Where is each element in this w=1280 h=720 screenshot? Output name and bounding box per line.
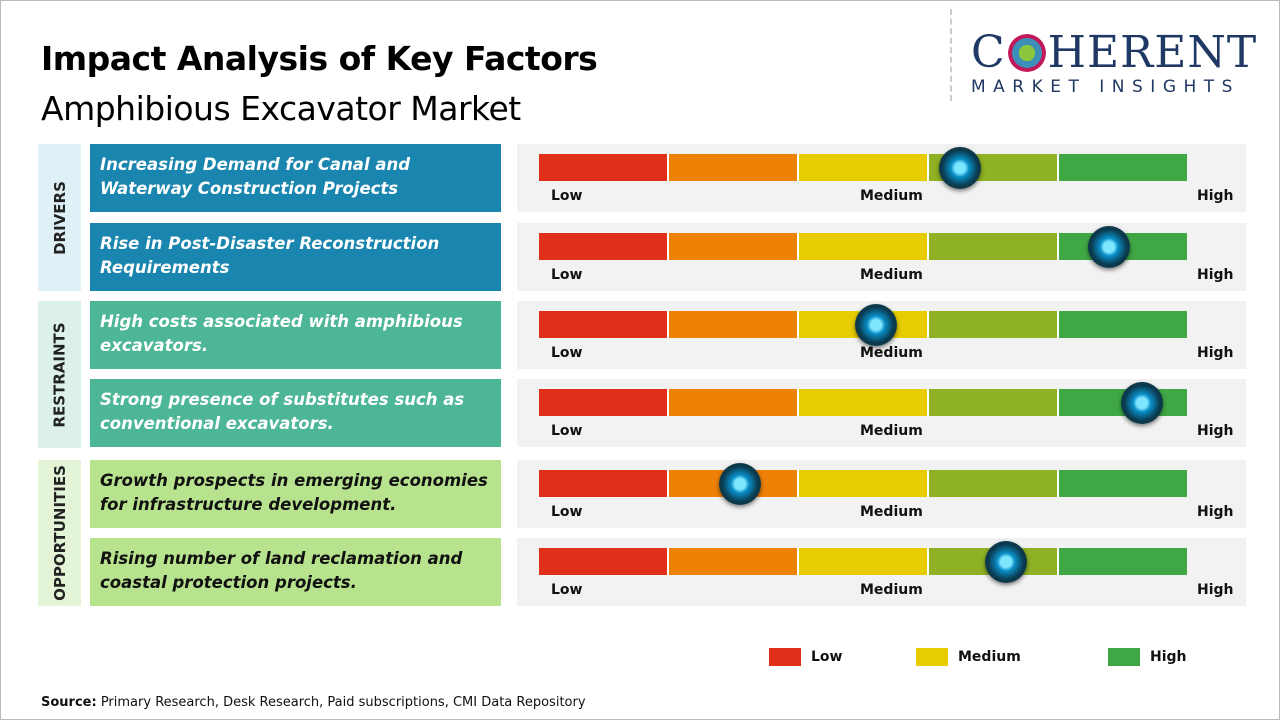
bar-segment [669,548,799,575]
bar-segment [669,311,799,338]
bar-segment [929,389,1059,416]
factor-text: Increasing Demand for Canal and Waterway… [90,144,501,212]
impact-marker [1088,226,1131,268]
bar-segment [929,470,1059,497]
legend-item: High [1108,648,1187,666]
bar-segment [539,470,669,497]
bar-segment [539,233,669,260]
bar-segment [669,233,799,260]
scale-label: High [1197,423,1234,439]
bar-segment [669,389,799,416]
scale-label: Medium [860,188,923,204]
impact-bar [539,548,1187,575]
bar-segment [799,389,929,416]
source-note: Source: Primary Research, Desk Research,… [41,695,586,710]
bar-segment [539,389,669,416]
bar-segment [539,548,669,575]
impact-gauge: Low Medium High [517,460,1246,528]
scale-label: Medium [860,423,923,439]
bar-segment [799,548,929,575]
factor-text: Rise in Post-Disaster Reconstruction Req… [90,223,501,291]
impact-bar [539,233,1187,260]
page-title: Impact Analysis of Key Factors [41,39,598,78]
category-label: OPPORTUNITIES [38,460,81,606]
category-name: DRIVERS [50,180,69,255]
bar-segment [799,154,929,181]
bar-segment [669,154,799,181]
bar-segment [929,233,1059,260]
impact-bar [539,311,1187,338]
impact-marker [1120,382,1163,424]
category-label: DRIVERS [38,144,81,291]
bar-segment [799,233,929,260]
impact-bar [539,154,1187,181]
scale-label: High [1197,582,1234,598]
scale-label: Medium [860,504,923,520]
page-subtitle: Amphibious Excavator Market [41,89,521,128]
bar-segment [1059,154,1187,181]
impact-marker [939,147,982,189]
bar-segment [929,311,1059,338]
impact-marker [854,304,897,346]
scale-label: Low [551,188,583,204]
scale-label: Medium [860,345,923,361]
legend-label: Low [811,649,843,665]
factor-text: Rising number of land reclamation and co… [90,538,501,606]
impact-marker [984,541,1027,583]
logo: C HERENT MARKET INSIGHTS [971,27,1261,98]
impact-gauge: Low Medium High [517,301,1246,369]
bar-segment [799,470,929,497]
scale-label: High [1197,267,1234,283]
scale-label: Low [551,345,583,361]
scale-label: Low [551,582,583,598]
factor-text: Growth prospects in emerging economies f… [90,460,501,528]
legend-item: Medium [916,648,1021,666]
scale-label: High [1197,188,1234,204]
scale-label: Low [551,267,583,283]
legend-label: Medium [958,649,1021,665]
scale-label: Low [551,423,583,439]
logo-main: C HERENT [971,27,1258,78]
category-name: RESTRAINTS [50,321,69,428]
factor-text: High costs associated with amphibious ex… [90,301,501,369]
logo-sub: MARKET INSIGHTS [971,77,1240,97]
source-label: Source: [41,695,97,710]
scale-label: Medium [860,267,923,283]
impact-gauge: Low Medium High [517,538,1246,606]
scale-label: Low [551,504,583,520]
divider [950,9,952,101]
legend-label: High [1150,649,1187,665]
legend-swatch [769,648,801,666]
source-text: Primary Research, Desk Research, Paid su… [96,695,586,710]
impact-gauge: Low Medium High [517,379,1246,447]
globe-icon [1007,34,1046,72]
bar-segment [539,154,669,181]
category-name: OPPORTUNITIES [50,465,69,601]
legend-swatch [916,648,948,666]
bar-segment [1059,470,1187,497]
impact-bar [539,470,1187,497]
scale-label: High [1197,345,1234,361]
bar-segment [1059,548,1187,575]
bar-segment [1059,311,1187,338]
scale-label: Medium [860,582,923,598]
factor-text: Strong presence of substitutes such as c… [90,379,501,447]
impact-gauge: Low Medium High [517,223,1246,291]
category-label: RESTRAINTS [38,301,81,448]
bar-segment [539,311,669,338]
scale-label: High [1197,504,1234,520]
impact-gauge: Low Medium High [517,144,1246,212]
legend-item: Low [769,648,842,666]
legend-swatch [1108,648,1140,666]
impact-bar [539,389,1187,416]
impact-marker [718,463,761,505]
